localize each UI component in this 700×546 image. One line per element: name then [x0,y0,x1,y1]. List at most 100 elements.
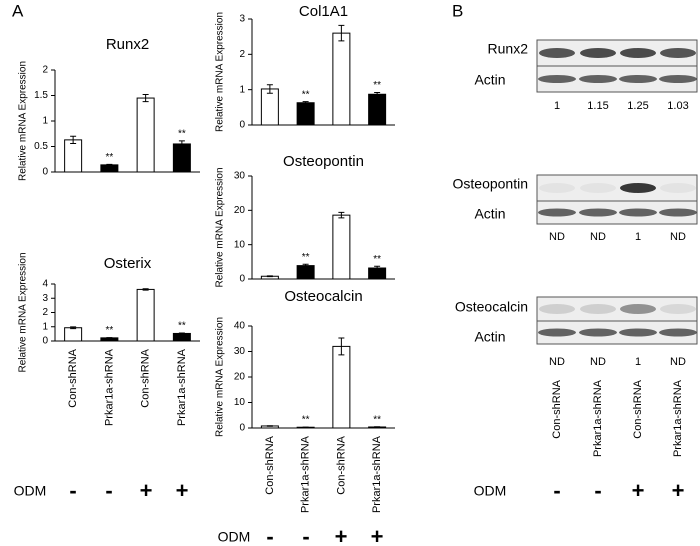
y-tick-label: 1 [239,84,245,95]
bar [100,164,119,173]
significance: ** [178,321,186,332]
error-bar [338,337,345,356]
quantification: ND [549,231,565,243]
bar [64,139,83,173]
blot-band [620,304,656,314]
quantification: ND [670,231,686,243]
bar [296,265,315,280]
significance: ** [302,415,310,426]
blot-label: Actin [474,72,505,88]
treatment-sign: - [266,524,273,546]
lane-label: Con-shRNA [632,379,644,438]
error-bar [106,163,113,166]
quantification: 1 [635,231,641,243]
blot-band [539,304,575,314]
blot-band [579,208,617,217]
y-tick-label: 0 [239,120,245,131]
blot-band [539,183,575,193]
significance: ** [105,152,113,163]
error-bar [142,288,149,291]
blot-band [538,328,576,337]
bar [172,143,191,173]
y-axis-label: Relative mRNA Expression [215,317,226,437]
blot-label: Osteocalcin [455,299,528,315]
y-axis-label: Relative mRNA Expression [18,252,29,372]
blot-band [579,75,617,83]
quantification: ND [590,231,606,243]
blot-band [619,208,657,217]
y-tick-label: 0.5 [34,141,48,152]
blot-label: Osteopontin [453,176,529,192]
quantification: 1.25 [627,100,648,112]
error-bar [106,337,113,339]
y-tick-label: 2 [42,307,48,318]
y-tick-label: 0 [42,336,48,347]
bar [368,93,387,126]
panel-label: A [12,1,24,20]
x-tick-label: Con-shRNA [67,348,79,407]
blot-label: Runx2 [488,41,529,57]
blot-band [660,183,696,193]
blot-band [580,304,616,314]
bar [136,288,155,342]
bar [64,327,83,342]
y-tick-label: 20 [234,205,246,216]
chart-title: Osteopontin [283,153,364,170]
y-tick-label: 0 [239,423,245,434]
significance: ** [302,89,310,100]
quantification: 1 [635,356,641,368]
lane-label: Prkar1a-shRNA [672,379,684,457]
treatment-sign: - [553,478,560,503]
error-bar [338,24,345,42]
quantification: ND [549,356,565,368]
significance: ** [105,325,113,336]
significance: ** [302,252,310,263]
blot-label: Actin [474,206,505,222]
blot-band [538,208,576,217]
treatment-sign: - [302,524,309,546]
chart-title: Col1A1 [299,3,348,20]
treatment-sign: + [371,524,384,546]
y-axis-label: Relative mRNA Expression [18,61,29,181]
blot-band [538,75,576,83]
bar [296,102,315,126]
error-bar [266,425,273,427]
error-bar [374,91,381,97]
error-bar [178,332,185,335]
y-tick-label: 2 [239,49,245,60]
error-bar [142,93,149,103]
y-tick-label: 3 [42,293,48,304]
x-tick-label: Con-shRNA [264,435,276,494]
blot-band [580,48,616,58]
significance: ** [373,80,381,91]
treatment-label: ODM [14,483,47,499]
treatment-sign: + [335,524,348,546]
treatment-sign: + [672,478,685,503]
blot-label: Actin [474,329,505,345]
error-bar [70,135,77,144]
chart-title: Osteocalcin [284,288,362,305]
error-bar [374,426,381,428]
blot-band [659,328,697,337]
lane-label: Prkar1a-shRNA [592,379,604,457]
chart-title: Runx2 [106,36,149,53]
error-bar [178,140,185,148]
blot-band [539,48,575,58]
bar [332,214,351,280]
blot-band [620,48,656,58]
y-tick-label: 10 [234,397,246,408]
y-tick-label: 0 [239,274,245,285]
treatment-sign: - [105,478,112,503]
y-tick-label: 10 [234,239,246,250]
blot-band [660,48,696,58]
y-tick-label: 1.5 [34,90,48,101]
treatment-sign: + [140,478,153,503]
blot-band [620,183,656,193]
x-tick-label: Con-shRNA [335,435,347,494]
quantification: 1.15 [587,100,608,112]
quantification: 1 [554,100,560,112]
blot-band [659,75,697,83]
blot-band [579,328,617,337]
y-tick-label: 20 [234,372,246,383]
y-tick-label: 0 [42,167,48,178]
